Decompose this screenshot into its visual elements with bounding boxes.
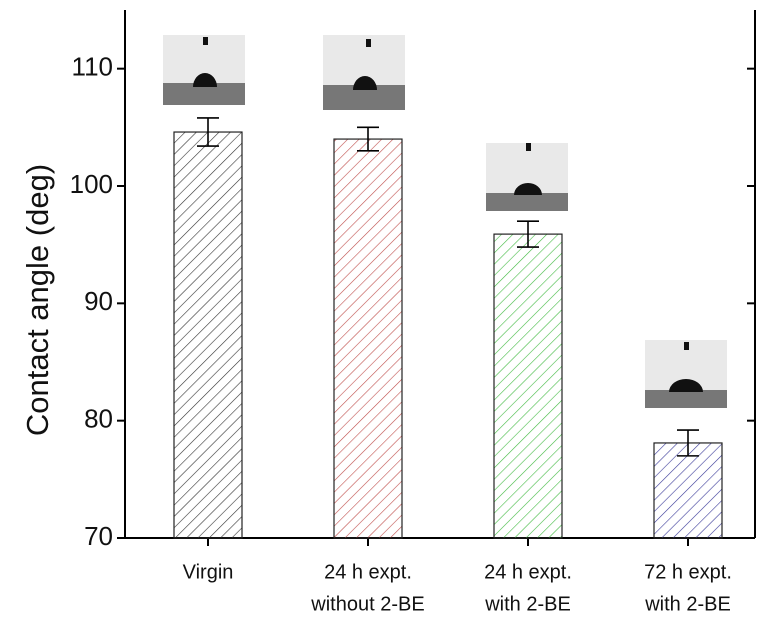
x-tick-label: with 2-BE bbox=[484, 593, 571, 615]
error-bar bbox=[677, 429, 699, 457]
y-axis-label: Contact angle (deg) bbox=[20, 164, 55, 436]
x-tick-label: Virgin bbox=[183, 561, 234, 583]
x-tick-label: 24 h expt. bbox=[484, 561, 572, 583]
y-tick-label: 110 bbox=[72, 52, 113, 82]
y-tick-label: 70 bbox=[84, 521, 113, 551]
error-bar bbox=[517, 220, 539, 248]
error-bar bbox=[357, 126, 379, 152]
x-tick-label: 72 h expt. bbox=[644, 561, 732, 583]
bar bbox=[493, 233, 563, 539]
bar bbox=[333, 138, 403, 539]
x-tick-label: without 2-BE bbox=[310, 593, 424, 615]
y-tick-label: 80 bbox=[84, 404, 113, 434]
droplet-images bbox=[163, 35, 727, 408]
y-tick-label: 90 bbox=[84, 286, 113, 316]
bar bbox=[173, 131, 243, 539]
x-tick-label: 24 h expt. bbox=[324, 561, 412, 583]
error-bar bbox=[197, 117, 219, 147]
x-tick-label: with 2-BE bbox=[644, 593, 731, 615]
y-tick-label: 100 bbox=[70, 169, 113, 199]
bar bbox=[653, 442, 723, 539]
